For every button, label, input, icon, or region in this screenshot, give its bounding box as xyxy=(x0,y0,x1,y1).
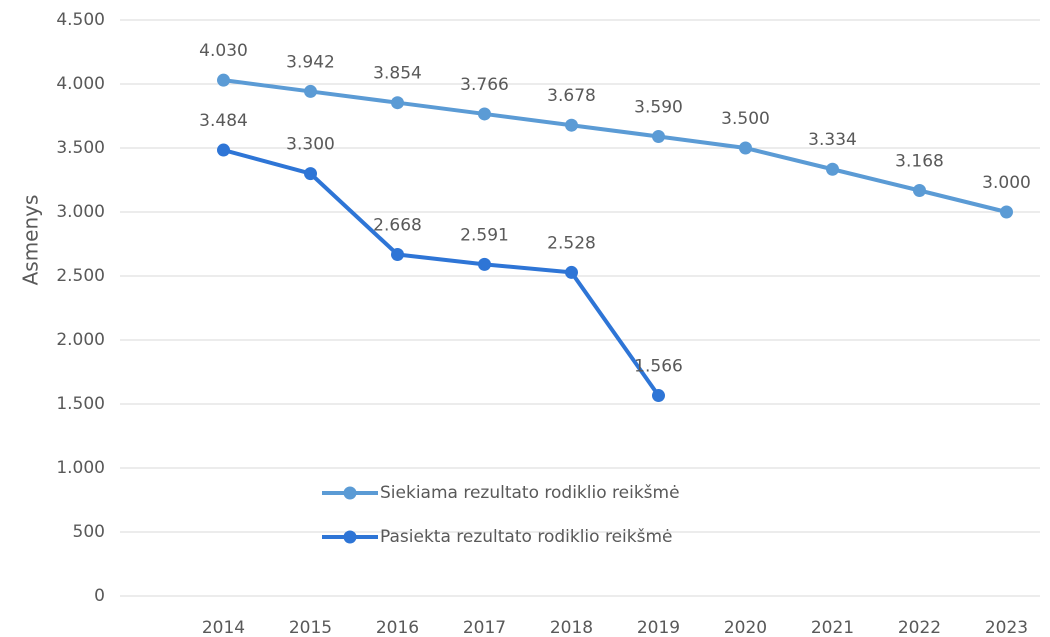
y-tick-label: 3.000 xyxy=(56,202,105,222)
x-tick-label: 2018 xyxy=(550,618,593,637)
x-tick-label: 2017 xyxy=(463,618,506,637)
data-label: 3.766 xyxy=(460,75,509,95)
point xyxy=(391,96,404,110)
x-tick-label: 2023 xyxy=(985,618,1028,637)
data-label: 1.566 xyxy=(634,357,683,377)
data-label: 3.678 xyxy=(547,86,596,106)
y-tick-label: 1.500 xyxy=(56,394,105,414)
point xyxy=(391,247,404,261)
legend-marker xyxy=(343,530,357,544)
point xyxy=(913,183,926,197)
data-label: 2.528 xyxy=(547,233,596,253)
y-axis-label: Asmenys xyxy=(19,195,43,286)
point xyxy=(565,265,578,279)
y-tick-label: 3.500 xyxy=(56,138,105,158)
data-label: 2.668 xyxy=(373,215,422,235)
x-tick-label: 2019 xyxy=(637,618,680,637)
x-tick-label: 2020 xyxy=(724,618,767,637)
y-tick-label: 2.500 xyxy=(56,266,105,286)
point xyxy=(652,389,665,403)
data-label: 3.484 xyxy=(199,111,248,131)
x-tick-label: 2014 xyxy=(202,618,245,637)
data-label: 3.942 xyxy=(286,52,335,72)
y-tick-label: 4.000 xyxy=(56,74,105,94)
point xyxy=(565,118,578,132)
point xyxy=(478,107,491,121)
data-label: 3.500 xyxy=(721,109,770,129)
point xyxy=(739,141,752,155)
legend-marker xyxy=(343,486,357,500)
data-label: 3.590 xyxy=(634,97,683,117)
data-label: 3.168 xyxy=(895,151,944,171)
point xyxy=(217,73,230,87)
point xyxy=(826,162,839,176)
point xyxy=(217,143,230,157)
point xyxy=(652,129,665,143)
data-label: 2.591 xyxy=(460,225,509,245)
y-tick-label: 1.000 xyxy=(56,458,105,478)
data-label: 4.030 xyxy=(199,41,248,61)
legend-label: Siekiama rezultato rodiklio reikšmė xyxy=(380,483,680,503)
data-label: 3.334 xyxy=(808,130,857,150)
y-tick-label: 0 xyxy=(94,586,105,606)
x-tick-label: 2022 xyxy=(898,618,941,637)
point xyxy=(304,167,317,181)
x-tick-label: 2015 xyxy=(289,618,332,637)
y-tick-label: 2.000 xyxy=(56,330,105,350)
y-tick-label: 500 xyxy=(73,522,105,542)
data-label: 3.854 xyxy=(373,64,422,84)
data-label: 3.000 xyxy=(982,173,1031,193)
x-tick-label: 2016 xyxy=(376,618,419,637)
y-tick-label: 4.500 xyxy=(56,10,105,30)
point xyxy=(478,257,491,271)
point xyxy=(1000,205,1013,219)
x-tick-label: 2021 xyxy=(811,618,854,637)
series-line xyxy=(222,148,661,397)
series-line xyxy=(223,78,1007,214)
legend-label: Pasiekta rezultato rodiklio reikšmė xyxy=(380,527,672,547)
point xyxy=(304,84,317,98)
data-label: 3.300 xyxy=(286,135,335,155)
